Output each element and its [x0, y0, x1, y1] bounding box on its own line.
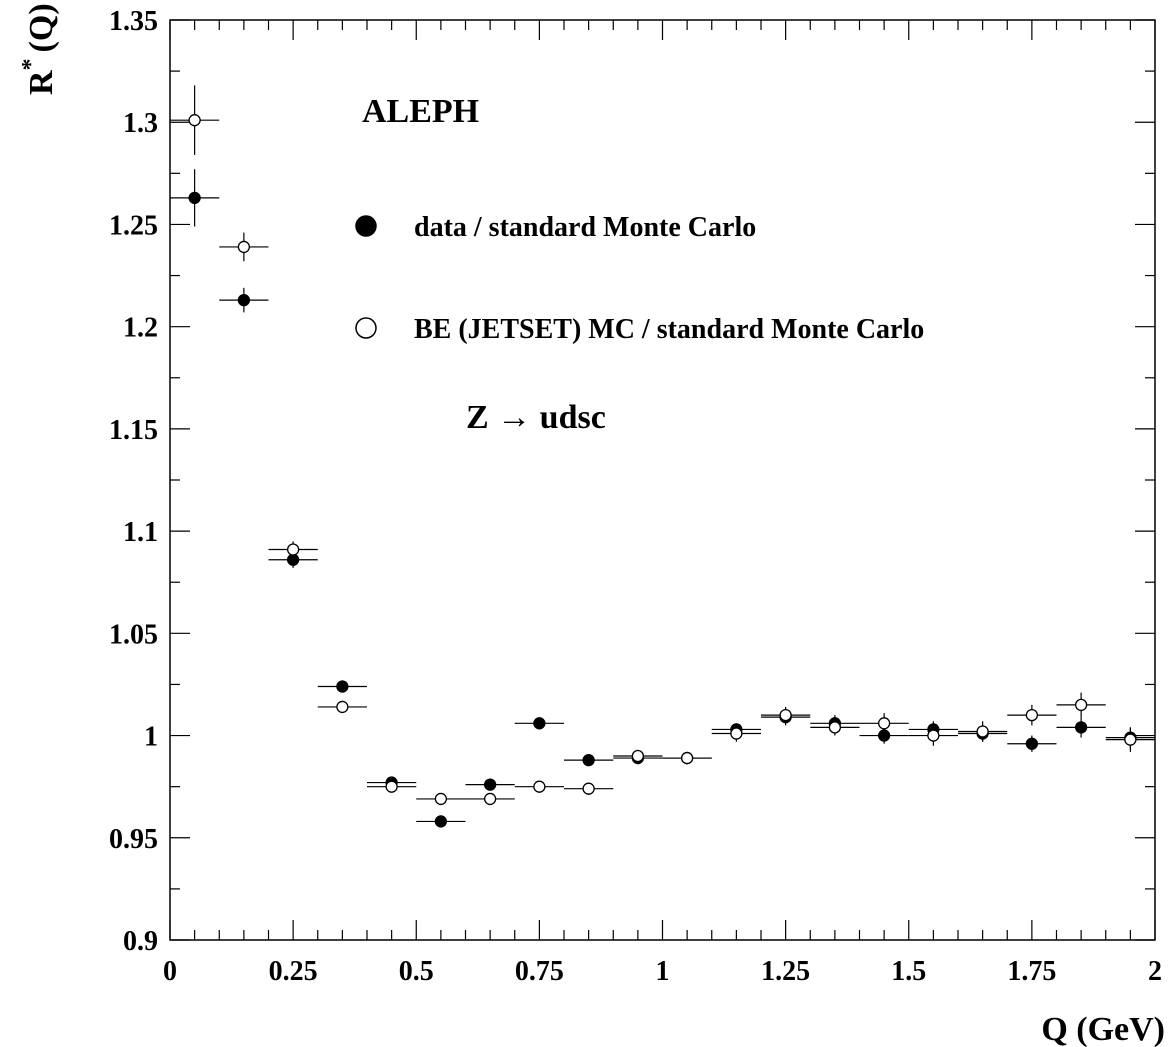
- data-point: [219, 287, 269, 313]
- x-tick-label: 1.25: [761, 956, 810, 987]
- y-tick-labels: 0.9 0.95 1 1.05 1.1 1.15 1.2 1.25 1.3 1.35: [109, 6, 158, 957]
- x-tick-label: 0.75: [515, 956, 564, 987]
- open-marker: [927, 729, 940, 742]
- data-point: [465, 792, 515, 806]
- y-tick-label: 0.9: [123, 926, 158, 957]
- open-marker: [1074, 698, 1088, 712]
- data-point: [613, 749, 663, 763]
- y-tick-label: 1.15: [109, 415, 158, 446]
- open-marker: [582, 782, 595, 795]
- x-tick-label: 0.25: [269, 956, 318, 987]
- legend-marker-be-mc: [355, 317, 377, 339]
- experiment-label: ALEPH: [362, 93, 479, 130]
- plot-frame: [169, 19, 1156, 941]
- open-marker: [1124, 733, 1137, 746]
- y-tick-label: 0.95: [109, 824, 158, 855]
- data-point: [416, 792, 466, 806]
- open-marker: [779, 708, 792, 722]
- data-point: [958, 721, 1008, 742]
- data-point: [564, 782, 614, 795]
- filled-marker: [237, 293, 251, 307]
- y-axis-label-sup: *: [18, 58, 44, 70]
- legend-marker-data: [355, 215, 377, 237]
- x-tick-label: 0: [163, 956, 177, 987]
- x-tick-labels: 0 0.25 0.5 0.75 1 1.25 1.5 1.75 2: [163, 956, 1162, 987]
- y-axis-label-main: R: [23, 70, 60, 95]
- data-point: [268, 541, 318, 558]
- open-marker: [286, 543, 300, 556]
- open-marker: [483, 792, 497, 806]
- x-tick-label: 1.5: [891, 956, 926, 987]
- open-marker: [828, 721, 842, 734]
- open-marker: [385, 780, 398, 793]
- data-point: [1056, 692, 1106, 718]
- filled-marker: [188, 191, 201, 205]
- data-point: [810, 719, 860, 736]
- data-point: [367, 780, 417, 793]
- data-point: [170, 169, 220, 227]
- filled-marker: [336, 680, 349, 693]
- data-point: [317, 700, 367, 714]
- data-point: [761, 706, 811, 724]
- legend-label-be-mc: BE (JETSET) MC / standard Monte Carlo: [414, 314, 924, 345]
- open-marker: [434, 792, 448, 806]
- legend: data / standard Monte Carlo BE (JETSET) …: [355, 212, 924, 345]
- data-point: [219, 232, 269, 262]
- open-marker: [976, 725, 989, 738]
- y-tick-label: 1.35: [109, 6, 158, 37]
- x-tick-label: 1: [656, 956, 670, 987]
- plot-area-border: [169, 19, 1156, 941]
- y-tick-label: 1: [144, 722, 158, 753]
- open-marker: [877, 717, 891, 730]
- y-tick-label: 1.3: [123, 108, 158, 139]
- filled-marker: [434, 815, 448, 828]
- series-layer: [170, 85, 1155, 828]
- legend-label-data: data / standard Monte Carlo: [414, 212, 756, 243]
- y-tick-label: 1.25: [109, 210, 158, 241]
- series-be-mc: [170, 85, 1155, 806]
- filled-marker: [582, 753, 595, 767]
- axis-ticks: [169, 19, 1156, 941]
- data-point: [1105, 727, 1155, 752]
- data-point: [662, 751, 712, 765]
- data-point: [465, 778, 515, 791]
- data-point: [1007, 704, 1057, 726]
- series-data: [170, 169, 1155, 828]
- data-point: [514, 717, 564, 730]
- data-point: [1007, 735, 1057, 752]
- open-marker: [1025, 708, 1039, 722]
- open-marker: [680, 751, 694, 765]
- data-point: [1056, 717, 1106, 738]
- y-tick-label: 1.05: [109, 619, 158, 650]
- y-tick-label: 1.1: [123, 517, 158, 548]
- data-point: [416, 815, 466, 828]
- x-tick-label: 0.5: [399, 956, 434, 987]
- filled-marker: [533, 717, 546, 730]
- open-marker: [631, 749, 645, 763]
- data-point: [170, 85, 220, 155]
- data-point: [514, 780, 564, 793]
- data-point: [317, 680, 367, 693]
- data-point: [859, 713, 909, 734]
- x-axis-label: Q (GeV): [1041, 1011, 1165, 1047]
- open-marker: [237, 240, 251, 254]
- data-point: [564, 753, 614, 767]
- y-axis-label-tail: (Q): [23, 3, 60, 52]
- y-tick-label: 1.2: [123, 313, 158, 344]
- x-tick-label: 2: [1148, 956, 1162, 987]
- open-marker: [188, 114, 201, 127]
- data-point: [908, 725, 958, 746]
- filled-marker: [483, 778, 497, 791]
- filled-marker: [1025, 737, 1039, 750]
- data-point: [711, 725, 761, 742]
- x-tick-label: 1.75: [1007, 956, 1056, 987]
- y-axis-label: R* (Q): [18, 3, 60, 95]
- open-marker: [730, 727, 743, 740]
- process-label: Z → udsc: [466, 399, 606, 436]
- open-marker: [336, 700, 349, 714]
- filled-marker: [1074, 721, 1088, 734]
- open-marker: [533, 780, 546, 793]
